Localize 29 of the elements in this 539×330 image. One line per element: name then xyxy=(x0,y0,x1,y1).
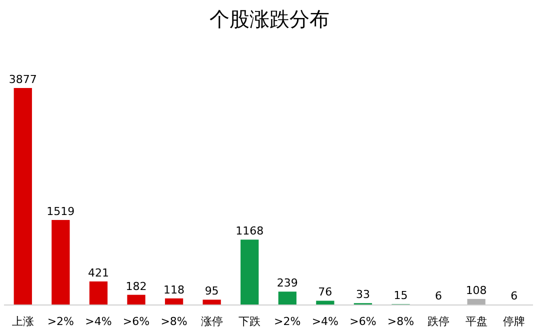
data-label: 76 xyxy=(318,286,332,299)
x-tick-label: >4% xyxy=(85,315,112,328)
data-label: 182 xyxy=(126,280,147,293)
chart-title: 个股涨跌分布 xyxy=(210,7,330,31)
x-tick-label: 停牌 xyxy=(503,315,526,328)
data-label: 15 xyxy=(394,289,408,302)
data-label: 33 xyxy=(356,288,370,302)
data-label: 239 xyxy=(276,276,298,290)
x-tick-label: 涨停 xyxy=(200,315,223,328)
x-tick-label: >2% xyxy=(274,315,301,328)
x-tick-label: >6% xyxy=(122,315,150,328)
data-label: 95 xyxy=(204,284,219,298)
x-tick-label: >6% xyxy=(350,315,376,328)
x-tick-label: >2% xyxy=(47,315,74,328)
data-label: 1519 xyxy=(46,204,75,218)
data-label: 6 xyxy=(435,290,442,303)
data-label: 1168 xyxy=(236,224,264,238)
x-tick-label: 平盘 xyxy=(465,315,488,328)
x-tick-label: >8% xyxy=(160,315,188,328)
data-label: 3877 xyxy=(8,73,37,86)
data-label: 421 xyxy=(88,266,109,280)
x-tick-label: 跌停 xyxy=(428,315,450,328)
x-tick-label: >8% xyxy=(387,315,414,328)
data-label: 118 xyxy=(164,283,185,296)
data-label: 108 xyxy=(466,284,487,297)
x-tick-label: 下跌 xyxy=(238,315,261,328)
data-label: 6 xyxy=(510,290,518,303)
x-tick-label: 上涨 xyxy=(12,315,34,328)
x-tick-label: >4% xyxy=(312,315,339,328)
